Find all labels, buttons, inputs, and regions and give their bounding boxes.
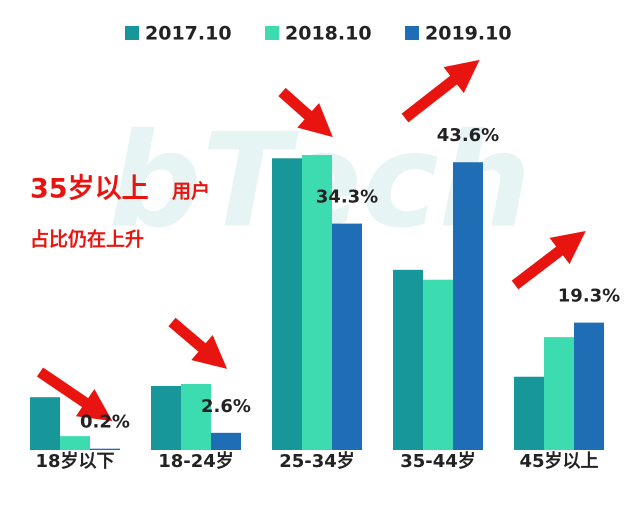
- legend-swatch: [125, 26, 139, 40]
- value-label: 43.6%: [437, 125, 499, 146]
- bar: [211, 432, 241, 450]
- bar: [514, 376, 544, 450]
- x-tick-label: 35-44岁: [400, 450, 476, 472]
- annotation: 35岁以上: [30, 174, 149, 205]
- bar: [90, 448, 120, 450]
- x-tick-label: 18岁以下: [35, 450, 114, 472]
- bar: [332, 223, 362, 450]
- legend-swatch: [265, 26, 279, 40]
- bar: [302, 154, 332, 451]
- bar: [60, 436, 90, 450]
- x-tick-label: 25-34岁: [279, 450, 355, 472]
- annotation: 用户: [172, 180, 210, 203]
- bar: [544, 337, 574, 450]
- bar: [423, 279, 453, 450]
- legend-label: 2017.10: [145, 23, 232, 45]
- legend-swatch: [405, 26, 419, 40]
- x-tick-label: 18-24岁: [158, 450, 234, 472]
- bar: [151, 385, 181, 450]
- value-label: 0.2%: [80, 412, 130, 433]
- bar: [272, 158, 302, 450]
- bar: [30, 397, 60, 450]
- x-tick-label: 45岁以上: [519, 450, 598, 472]
- bar: [181, 384, 211, 450]
- value-label: 2.6%: [201, 396, 251, 417]
- bar: [574, 322, 604, 450]
- value-label: 19.3%: [558, 286, 620, 307]
- legend-label: 2018.10: [285, 23, 372, 45]
- value-label: 34.3%: [316, 187, 378, 208]
- bar: [393, 269, 423, 450]
- legend-label: 2019.10: [425, 23, 512, 45]
- bar: [453, 162, 483, 451]
- arrows: [36, 59, 586, 422]
- annotation: 占比仍在上升: [30, 228, 144, 251]
